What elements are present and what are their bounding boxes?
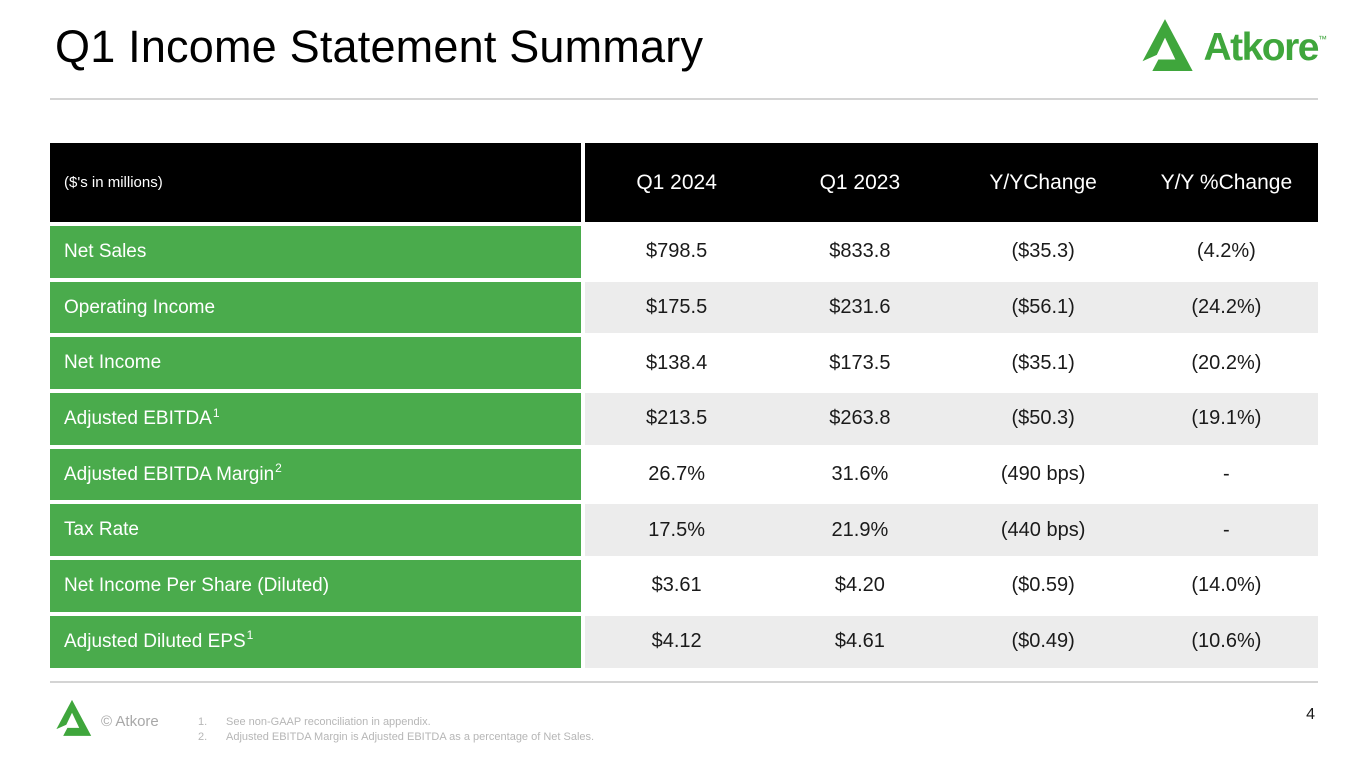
row-label: Adjusted EBITDA1 bbox=[64, 405, 220, 429]
table-row: Adjusted EBITDA1 $213.5 $263.8 ($50.3) (19.1… bbox=[50, 389, 1318, 445]
table-row: Adjusted EBITDA Margin2 26.7% 31.6% (490 bp… bbox=[50, 444, 1318, 501]
value-cell: $4.61 bbox=[768, 615, 952, 668]
table-header-row: ($'s in millions) Q1 2024 Q1 2023 Y/Y Chang… bbox=[50, 143, 1318, 222]
value-cell: 21.9% bbox=[768, 504, 952, 557]
value-cell: $173.5 bbox=[768, 337, 952, 390]
value-cell: ($35.1) bbox=[951, 337, 1135, 390]
value-cell: 17.5% bbox=[585, 504, 769, 557]
title-divider bbox=[50, 98, 1318, 100]
value-cell: $263.8 bbox=[768, 393, 952, 445]
footer-divider bbox=[50, 681, 1318, 683]
value-cell: $138.4 bbox=[585, 337, 769, 390]
row-label: Net Sales bbox=[64, 240, 147, 262]
value-cell: - bbox=[1134, 448, 1318, 501]
footnote-number: 1. bbox=[198, 716, 208, 728]
value-cell: (4.2%) bbox=[1134, 226, 1318, 278]
table-body: Net Sales $798.5 $833.8 ($35.3) (4.2%) Operat… bbox=[50, 222, 1318, 668]
value-cell: - bbox=[1134, 504, 1318, 557]
table-row: Net Income Per Share (Diluted) $3.61 $4.20… bbox=[50, 556, 1318, 612]
footnote-number: 2. bbox=[198, 730, 208, 743]
row-label: Adjusted Diluted EPS1 bbox=[64, 628, 254, 652]
value-cell: ($35.3) bbox=[951, 226, 1135, 278]
row-label-cell: Adjusted EBITDA Margin2 bbox=[50, 448, 585, 501]
brand-logo: Atkore™ bbox=[1136, 18, 1327, 76]
value-cell: (14.0%) bbox=[1134, 560, 1318, 612]
table-row: Adjusted Diluted EPS1 $4.12 $4.61 ($0.49) (1… bbox=[50, 611, 1318, 668]
row-label-cell: Operating Income bbox=[50, 281, 585, 334]
table-row: Net Income $138.4 $173.5 ($35.1) (20.2%) bbox=[50, 333, 1318, 390]
value-cell: ($0.49) bbox=[951, 615, 1135, 668]
value-cell: ($50.3) bbox=[951, 393, 1135, 445]
page-number: 4 bbox=[1306, 706, 1315, 723]
value-cell: (20.2%) bbox=[1134, 337, 1318, 390]
table-row: Net Sales $798.5 $833.8 ($35.3) (4.2%) bbox=[50, 222, 1318, 278]
table-header-label-cell: ($'s in millions) bbox=[50, 143, 585, 222]
row-label: Net Income Per Share (Diluted) bbox=[64, 574, 330, 596]
footnote-text: See non-GAAP reconciliation in appendix. bbox=[226, 716, 431, 728]
column-header: Y/Y Change bbox=[989, 170, 1097, 194]
value-cell: $798.5 bbox=[585, 226, 769, 278]
row-label-cell: Tax Rate bbox=[50, 504, 585, 557]
row-label: Operating Income bbox=[64, 296, 216, 318]
value-cell: (24.2%) bbox=[1134, 281, 1318, 334]
column-header: Q1 2024 bbox=[636, 170, 717, 194]
value-cell: $175.5 bbox=[585, 281, 769, 334]
table-row: Operating Income $175.5 $231.6 ($56.1) (24.2… bbox=[50, 277, 1318, 334]
footnote-text: Adjusted EBITDA Margin is Adjusted EBITD… bbox=[226, 730, 595, 743]
row-label-cell: Adjusted EBITDA1 bbox=[50, 393, 585, 445]
income-statement-table: ($'s in millions) Q1 2024 Q1 2023 Y/Y Chang… bbox=[50, 143, 1318, 668]
value-cell: $833.8 bbox=[768, 226, 952, 278]
copyright-text: © Atkore bbox=[101, 713, 159, 730]
value-cell: 26.7% bbox=[585, 448, 769, 501]
column-headers: Q1 2024 Q1 2023 Y/Y Change Y/Y % Change bbox=[585, 143, 1318, 222]
row-label: Tax Rate bbox=[64, 519, 139, 541]
value-cell: $4.12 bbox=[585, 615, 769, 668]
page-title: Q1 Income Statement Summary bbox=[55, 21, 704, 72]
footnote: 2. Adjusted EBITDA Margin is Adjusted EBI… bbox=[198, 730, 594, 745]
row-label-cell: Adjusted Diluted EPS1 bbox=[50, 615, 585, 668]
value-cell: (10.6%) bbox=[1134, 615, 1318, 668]
atkore-triangle-icon bbox=[1136, 18, 1194, 76]
footnotes: 1. See non-GAAP reconciliation in appendi… bbox=[198, 715, 594, 745]
value-cell: (490 bps) bbox=[951, 448, 1135, 501]
row-label: Adjusted EBITDA Margin2 bbox=[64, 461, 282, 485]
value-cell: ($56.1) bbox=[951, 281, 1135, 334]
footer-atkore-triangle-icon bbox=[52, 699, 92, 741]
value-cell: ($0.59) bbox=[951, 560, 1135, 612]
column-header: Q1 2023 bbox=[819, 170, 901, 194]
value-cell: $4.20 bbox=[768, 560, 952, 612]
trademark-symbol: ™ bbox=[1318, 33, 1327, 44]
footnote: 1. See non-GAAP reconciliation in appendi… bbox=[198, 715, 594, 730]
value-cell: (440 bps) bbox=[951, 504, 1135, 557]
row-label-cell: Net Income bbox=[50, 337, 585, 390]
value-cell: 31.6% bbox=[768, 448, 952, 501]
brand-wordmark: Atkore™ bbox=[1203, 25, 1327, 69]
row-label: Net Income bbox=[64, 352, 162, 374]
value-cell: $231.6 bbox=[768, 281, 952, 334]
row-label-cell: Net Sales bbox=[50, 226, 585, 278]
value-cell: $213.5 bbox=[585, 393, 769, 445]
unit-note: ($'s in millions) bbox=[64, 174, 163, 191]
column-header: Y/Y % Change bbox=[1160, 170, 1293, 194]
row-label-cell: Net Income Per Share (Diluted) bbox=[50, 560, 585, 612]
value-cell: (19.1%) bbox=[1134, 393, 1318, 445]
value-cell: $3.61 bbox=[585, 560, 769, 612]
table-row: Tax Rate 17.5% 21.9% (440 bps) - bbox=[50, 500, 1318, 557]
